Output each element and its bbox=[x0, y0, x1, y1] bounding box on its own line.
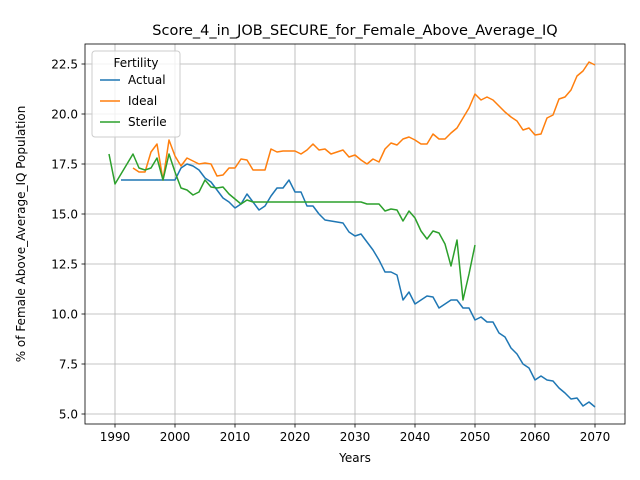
legend-label-sterile: Sterile bbox=[128, 115, 167, 129]
series-line-actual bbox=[121, 163, 596, 408]
x-tick-label: 2050 bbox=[460, 430, 491, 444]
y-axis-label: % of Female Above_Average_IQ Population bbox=[14, 106, 28, 363]
y-tick-label: 17.5 bbox=[51, 157, 78, 171]
x-tick-label: 2040 bbox=[400, 430, 431, 444]
y-tick-label: 10.0 bbox=[51, 307, 78, 321]
x-tick-label: 1990 bbox=[100, 430, 131, 444]
series-lines bbox=[108, 61, 596, 408]
x-axis-label: Years bbox=[338, 451, 371, 465]
legend-label-ideal: Ideal bbox=[128, 94, 157, 108]
legend-box bbox=[91, 50, 181, 138]
y-tick-label: 15.0 bbox=[51, 207, 78, 221]
y-axis-ticks: 5.0 7.5 10.0 12.5 15.0 17.5 20.0 22.5 bbox=[51, 57, 85, 421]
series-line-ideal bbox=[132, 61, 596, 181]
y-tick-label: 5.0 bbox=[59, 407, 78, 421]
x-tick-label: 2000 bbox=[160, 430, 191, 444]
x-tick-label: 2060 bbox=[520, 430, 551, 444]
series-line-sterile bbox=[108, 153, 476, 301]
legend-title: Fertility bbox=[113, 56, 158, 70]
x-tick-label: 2010 bbox=[220, 430, 251, 444]
legend-label-actual: Actual bbox=[128, 73, 166, 87]
x-tick-label: 2020 bbox=[280, 430, 311, 444]
y-tick-label: 22.5 bbox=[51, 57, 78, 71]
y-tick-label: 7.5 bbox=[59, 357, 78, 371]
grid bbox=[85, 44, 625, 424]
x-tick-label: 2070 bbox=[580, 430, 611, 444]
x-tick-label: 2030 bbox=[340, 430, 371, 444]
y-tick-label: 20.0 bbox=[51, 107, 78, 121]
legend: Fertility Actual Ideal Sterile bbox=[91, 50, 181, 138]
y-tick-label: 12.5 bbox=[51, 257, 78, 271]
chart-title: Score_4_in_JOB_SECURE_for_Female_Above_A… bbox=[152, 23, 557, 39]
x-axis-ticks: 1990 2000 2010 2020 2030 2040 2050 2060 2070 bbox=[100, 424, 611, 444]
